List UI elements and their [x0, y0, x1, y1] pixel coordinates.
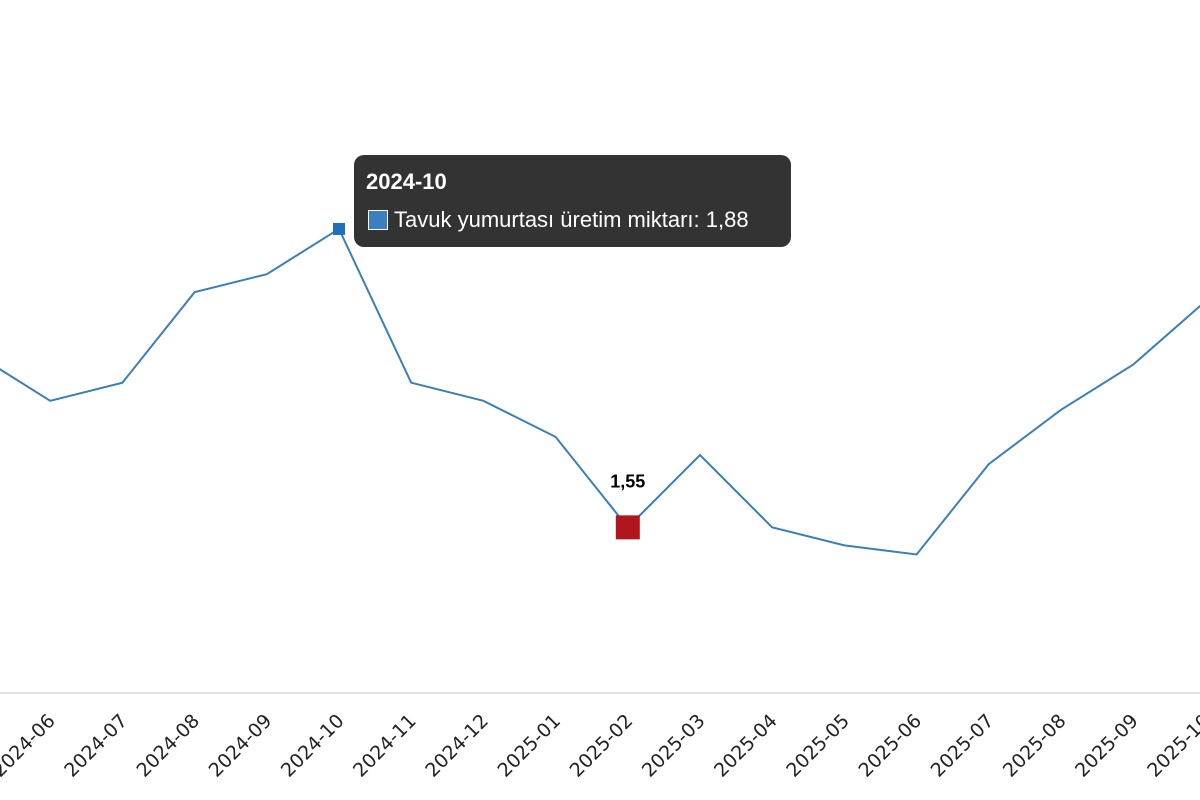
x-tick-label: 2024-10 [277, 710, 349, 782]
marker-layer [333, 222, 640, 540]
x-tick-label: 2025-02 [566, 710, 638, 782]
x-tick-label: 2025-08 [999, 710, 1071, 782]
x-tick-label: 2025-07 [927, 710, 999, 782]
x-tick-label: 2025-03 [638, 710, 710, 782]
series-line [0, 227, 1200, 556]
tooltip-series-swatch [368, 210, 388, 230]
x-tick-label: 2024-06 [0, 710, 60, 782]
x-tick-label: 2025-06 [854, 710, 926, 782]
x-tick-label: 2025-05 [782, 710, 854, 782]
x-tick-label: 2025-10 [1143, 710, 1200, 782]
hover-point-marker[interactable] [333, 222, 345, 235]
series-layer [0, 227, 1200, 556]
tooltip-row: Tavuk yumurtası üretim miktarı: 1,88 [366, 207, 779, 233]
x-tick-label: 2025-09 [1071, 710, 1143, 782]
x-tick-label: 2024-07 [60, 710, 132, 782]
x-tick-label: 2025-01 [493, 710, 565, 782]
x-tick-labels: 2024-06 2024-07 2024-08 2024-09 2024-10 2024-… [0, 710, 1200, 782]
tooltip: 2024-10 Tavuk yumurtası üretim miktarı: … [354, 155, 791, 247]
x-tick-label: 2024-08 [132, 710, 204, 782]
label-layer: 1,55 [610, 471, 645, 491]
x-tick-label: 2024-12 [421, 710, 493, 782]
highlight-point-marker[interactable] [615, 515, 640, 540]
x-tick-label: 2024-09 [205, 710, 277, 782]
tooltip-text: Tavuk yumurtası üretim miktarı: 1,88 [394, 207, 749, 232]
x-tick-label: 2025-04 [710, 710, 782, 782]
x-tick-label: 2024-11 [349, 710, 421, 782]
tooltip-title: 2024-10 [366, 169, 447, 194]
data-label: 1,55 [610, 471, 645, 491]
